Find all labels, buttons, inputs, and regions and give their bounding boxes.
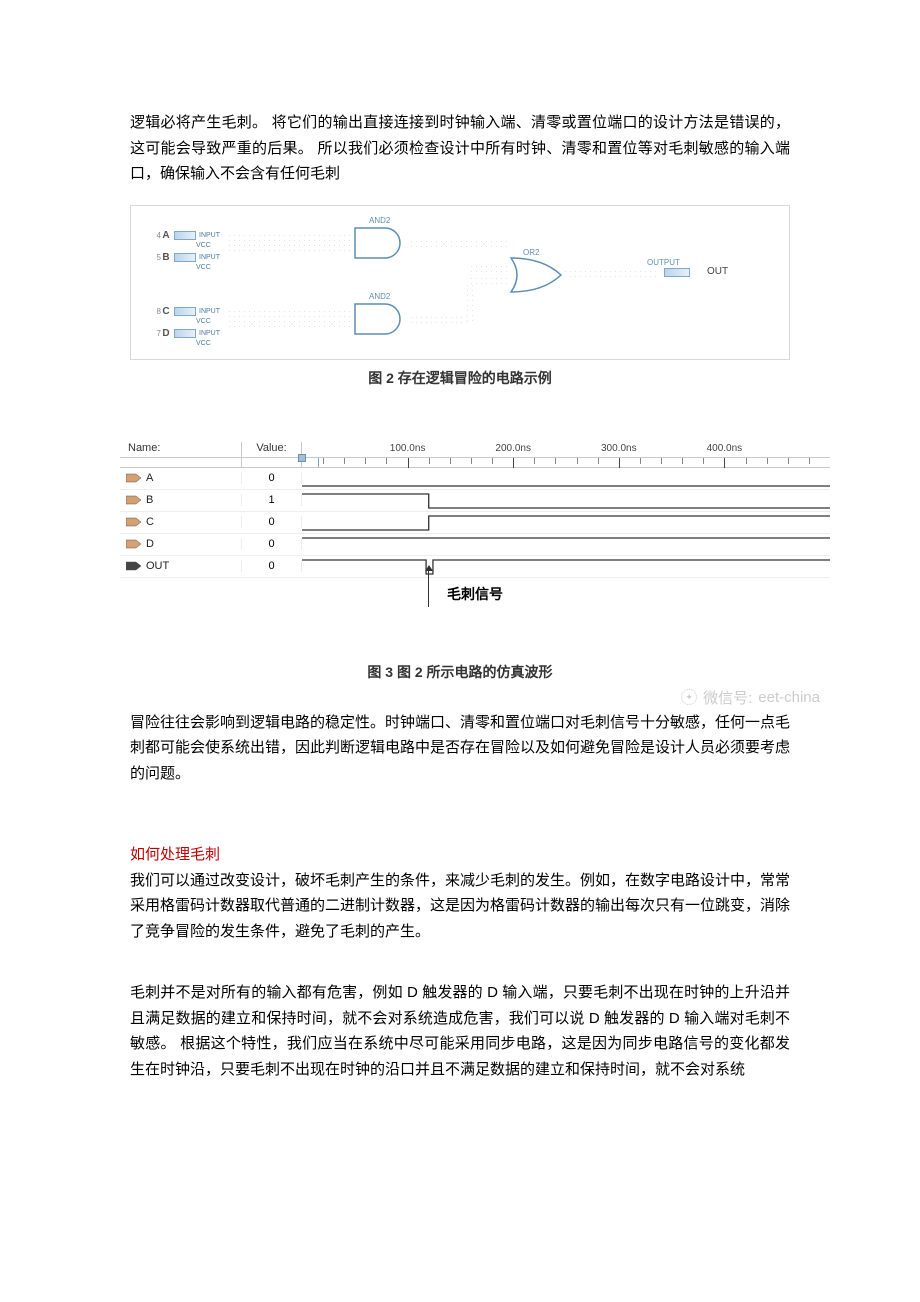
signal-waveform [302,512,830,533]
signal-name-cell: A [120,472,242,484]
signal-row-b: B1 [120,490,830,512]
signal-row-a: A0 [120,468,830,490]
timing-header: Name: Value: 100.0ns 200.0ns 300.0ns 400… [120,434,830,458]
output-type: OUTPUT [647,258,680,267]
pin-type-c: INPUT [199,308,220,315]
pin-vcc-b: VCC [149,262,220,274]
signal-name-label: OUT [146,560,169,572]
glitch-label: 毛刺信号 [120,584,830,604]
signal-waveform [302,556,830,577]
pin-box-d [174,329,196,338]
watermark: ✦ 微信号: eet-china [681,687,820,708]
wire-or-out [563,269,659,277]
signal-pin-icon [126,495,142,505]
para-gray-code: 我们可以通过改变设计，破坏毛刺产生的条件，来减少毛刺的发生。例如，在数字电路设计… [130,868,790,945]
wire-and1-out [409,239,509,247]
ruler-row [120,458,830,468]
wechat-icon: ✦ [681,689,697,705]
output-pin-box [664,268,690,277]
tick-label-3: 400.0ns [707,443,743,454]
watermark-id: eet-china [758,689,820,706]
para-dff: 毛刺并不是对所有的输入都有危害，例如 D 触发器的 D 输入端，只要毛刺不出现在… [130,980,790,1082]
pin-num-c: 8 [149,307,161,316]
pin-letter-d: D [161,328,171,339]
signal-name-cell: D [120,538,242,550]
signal-pin-icon [126,561,142,571]
signal-waveform [302,534,830,555]
pin-type-a: INPUT [199,232,220,239]
th-name: Name: [120,442,242,457]
output-label: OUT [707,266,728,277]
signal-row-out: OUT 0 [120,556,830,578]
signal-waveform [302,490,830,511]
fig2-caption: 图 2 存在逻辑冒险的电路示例 [130,368,790,388]
para-hazard: 冒险往往会影响到逻辑电路的稳定性。时钟端口、清零和置位端口对毛刺信号十分敏感，任… [130,710,790,787]
wire-ab [227,233,355,253]
figure-3: Name: Value: 100.0ns 200.0ns 300.0ns 400… [130,434,790,682]
and-gate-2-icon [353,302,411,336]
wire-and2-out-a [409,315,467,323]
ruler-area [302,458,830,467]
timing-diagram: Name: Value: 100.0ns 200.0ns 300.0ns 400… [120,434,830,644]
wire-or-in2 [469,276,509,288]
signal-value: 0 [242,516,302,528]
pin-type-b: INPUT [199,254,220,261]
pin-type-d: INPUT [199,330,220,337]
and2-label: AND2 [369,292,390,301]
wire-or-in1 [469,264,509,272]
pin-box-a [174,231,196,240]
signal-value: 0 [242,560,302,572]
pin-letter-a: A [161,230,171,241]
or-gate-icon [507,256,569,294]
wire-cd [227,309,355,329]
signal-value: 0 [242,538,302,550]
pin-num-a: 4 [149,231,161,240]
signal-row-c: C0 [120,512,830,534]
pin-num-d: 7 [149,329,161,338]
signal-name-label: C [146,516,154,528]
signal-name-cell: B [120,494,242,506]
pin-box-c [174,307,196,316]
th-value: Value: [242,442,302,457]
signal-name-cell: C [120,516,242,528]
signal-pin-icon [126,473,142,483]
and-gate-1-icon [353,226,411,260]
signal-name-label: D [146,538,154,550]
tick-label-2: 300.0ns [601,443,637,454]
signal-value: 1 [242,494,302,506]
signal-pin-icon [126,539,142,549]
pin-letter-b: B [161,252,171,263]
tick-label-0: 100.0ns [390,443,426,454]
signal-name-label: B [146,494,153,506]
watermark-prefix: 微信号: [703,687,752,708]
pin-vcc-d: VCC [149,338,220,350]
circuit-diagram: 4 A INPUT VCC 5 B INPUT VCC 8 C [130,205,790,360]
signal-name-label: A [146,472,153,484]
tick-label-1: 200.0ns [495,443,531,454]
wire-and2-out-b [465,283,473,323]
pin-vcc-c: VCC [149,316,220,328]
section-title-glitch: 如何处理毛刺 [130,842,790,868]
signal-waveform [302,468,830,489]
signal-rows: A0B1C0D0OUT0 [120,468,830,578]
signal-row-d: D0 [120,534,830,556]
para-intro: 逻辑必将产生毛刺。 将它们的输出直接连接到时钟输入端、清零或置位端口的设计方法是… [130,110,790,187]
time-cursor [318,458,319,467]
pin-group-ab: 4 A INPUT VCC 5 B INPUT VCC [149,230,220,274]
signal-name-cell: OUT [120,560,242,572]
pin-box-b [174,253,196,262]
pin-group-cd: 8 C INPUT VCC 7 D INPUT VCC [149,306,220,350]
pin-vcc-a: VCC [149,240,220,252]
pin-letter-c: C [161,306,171,317]
pin-num-b: 5 [149,253,161,262]
fig3-caption: 图 3 图 2 所示电路的仿真波形 [130,662,790,682]
signal-pin-icon [126,517,142,527]
and1-label: AND2 [369,216,390,225]
signal-value: 0 [242,472,302,484]
figure-2: 4 A INPUT VCC 5 B INPUT VCC 8 C [130,205,790,388]
